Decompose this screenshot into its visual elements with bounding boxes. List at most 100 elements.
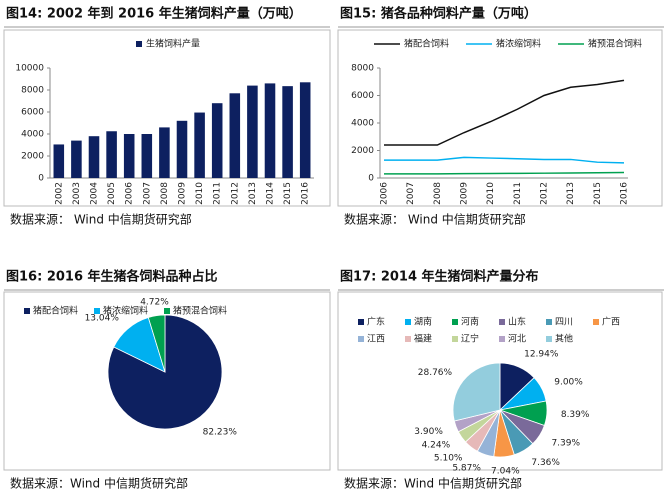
legend-swatch <box>94 308 100 314</box>
bar <box>176 120 188 178</box>
data-label: 82.23% <box>203 428 238 438</box>
x-tick-label: 2006 <box>380 182 390 205</box>
legend-swatch <box>164 308 170 314</box>
y-tick-label: 2000 <box>21 152 44 162</box>
x-tick-label: 2013 <box>248 182 258 205</box>
line-series <box>384 171 625 175</box>
y-tick-label: 10000 <box>15 64 44 74</box>
data-label: 4.24% <box>422 441 451 451</box>
y-tick-label: 0 <box>368 174 374 184</box>
y-tick-label: 6000 <box>351 91 374 101</box>
legend-label: 猪预混合饲料 <box>173 305 227 317</box>
bar <box>106 131 117 178</box>
legend-swatch <box>499 319 505 325</box>
legend-label: 广西 <box>602 316 620 328</box>
legend-swatch <box>499 336 505 342</box>
panel-frame <box>3 29 331 207</box>
legend-label: 湖南 <box>414 316 432 328</box>
y-tick-label: 4000 <box>351 119 374 129</box>
x-tick-label: 2009 <box>178 182 188 205</box>
bar <box>71 140 82 178</box>
legend-label: 福建 <box>414 333 432 345</box>
legend-label: 其他 <box>555 333 573 345</box>
chart-title: 图14: 2002 年到 2016 年生猪饲料产量（万吨） <box>6 6 302 22</box>
legend-label: 猪浓缩饲料 <box>103 305 148 317</box>
bar <box>88 136 100 178</box>
x-tick-label: 2002 <box>54 182 64 205</box>
legend-swatch <box>405 336 411 342</box>
bar <box>53 144 65 178</box>
y-tick-label: 8000 <box>351 64 374 74</box>
legend-swatch <box>405 319 411 325</box>
legend-swatch <box>358 319 364 325</box>
data-label: 4.72% <box>140 297 169 307</box>
x-tick-label: 2003 <box>72 182 82 205</box>
y-tick-label: 6000 <box>21 108 44 118</box>
y-tick-label: 4000 <box>21 130 44 140</box>
bar <box>141 134 153 178</box>
source-note: 数据来源：Wind 中信期货研究部 <box>344 476 522 491</box>
bar <box>229 93 241 178</box>
chart-title: 图17: 2014 年生猪饲料产量分布 <box>340 269 539 285</box>
legend-swatch <box>24 308 30 314</box>
x-tick-label: 2007 <box>142 182 152 205</box>
data-label: 13.04% <box>85 313 120 323</box>
legend-label: 生猪饲料产量 <box>146 38 200 50</box>
chart-title: 图15: 猪各品种饲料产量（万吨） <box>340 6 537 22</box>
x-tick-label: 2011 <box>213 182 223 205</box>
data-label: 5.10% <box>434 454 463 464</box>
y-tick-label: 8000 <box>21 86 44 96</box>
x-tick-label: 2014 <box>266 182 276 205</box>
data-label: 3.90% <box>414 427 443 437</box>
x-tick-label: 2005 <box>107 182 117 205</box>
legend-swatch <box>546 336 552 342</box>
data-label: 7.39% <box>551 438 580 448</box>
panel-frame <box>337 291 663 471</box>
panel-frame <box>3 291 331 471</box>
pie-slice <box>452 362 501 422</box>
data-label: 7.36% <box>531 458 560 468</box>
x-tick-label: 2009 <box>460 182 470 205</box>
bar <box>211 103 223 178</box>
pie-slice <box>107 314 223 430</box>
x-tick-label: 2010 <box>486 182 496 205</box>
x-tick-label: 2011 <box>513 182 523 205</box>
legend-swatch <box>452 319 458 325</box>
panel-frame <box>337 29 663 207</box>
x-tick-label: 2013 <box>566 182 576 205</box>
chart-title: 图16: 2016 年生猪各饲料品种占比 <box>6 269 218 285</box>
legend-swatch <box>546 319 552 325</box>
data-label: 12.94% <box>524 349 559 359</box>
source-note: 数据来源： Wind 中信期货研究部 <box>344 212 526 227</box>
x-tick-label: 2006 <box>125 182 135 205</box>
legend-swatch <box>593 319 599 325</box>
data-label: 9.00% <box>554 378 583 388</box>
x-tick-label: 2015 <box>283 182 293 205</box>
x-tick-label: 2015 <box>593 182 603 205</box>
x-tick-label: 2010 <box>195 182 205 205</box>
bar <box>264 83 276 178</box>
legend-swatch <box>358 336 364 342</box>
legend-label: 辽宁 <box>461 333 479 345</box>
legend-label: 猪预混合饲料 <box>588 38 642 50</box>
pie-slice <box>147 314 166 373</box>
legend-label: 河北 <box>508 333 526 345</box>
data-label: 8.39% <box>561 410 590 420</box>
line-series <box>384 79 625 146</box>
legend-label: 猪配合饲料 <box>404 38 449 50</box>
x-tick-label: 2012 <box>230 182 240 205</box>
bar <box>247 85 258 178</box>
x-tick-label: 2008 <box>433 182 443 205</box>
bar <box>299 82 311 178</box>
x-tick-label: 2007 <box>406 182 416 205</box>
source-note: 数据来源： Wind 中信期货研究部 <box>10 212 192 227</box>
legend-label: 广东 <box>367 316 385 328</box>
legend-label: 河南 <box>461 316 479 328</box>
legend-label: 江西 <box>367 334 385 345</box>
x-tick-label: 2016 <box>301 182 311 205</box>
legend-swatch <box>452 336 458 342</box>
line-series <box>384 156 625 164</box>
data-label: 5.87% <box>452 463 481 473</box>
bar <box>123 134 135 178</box>
